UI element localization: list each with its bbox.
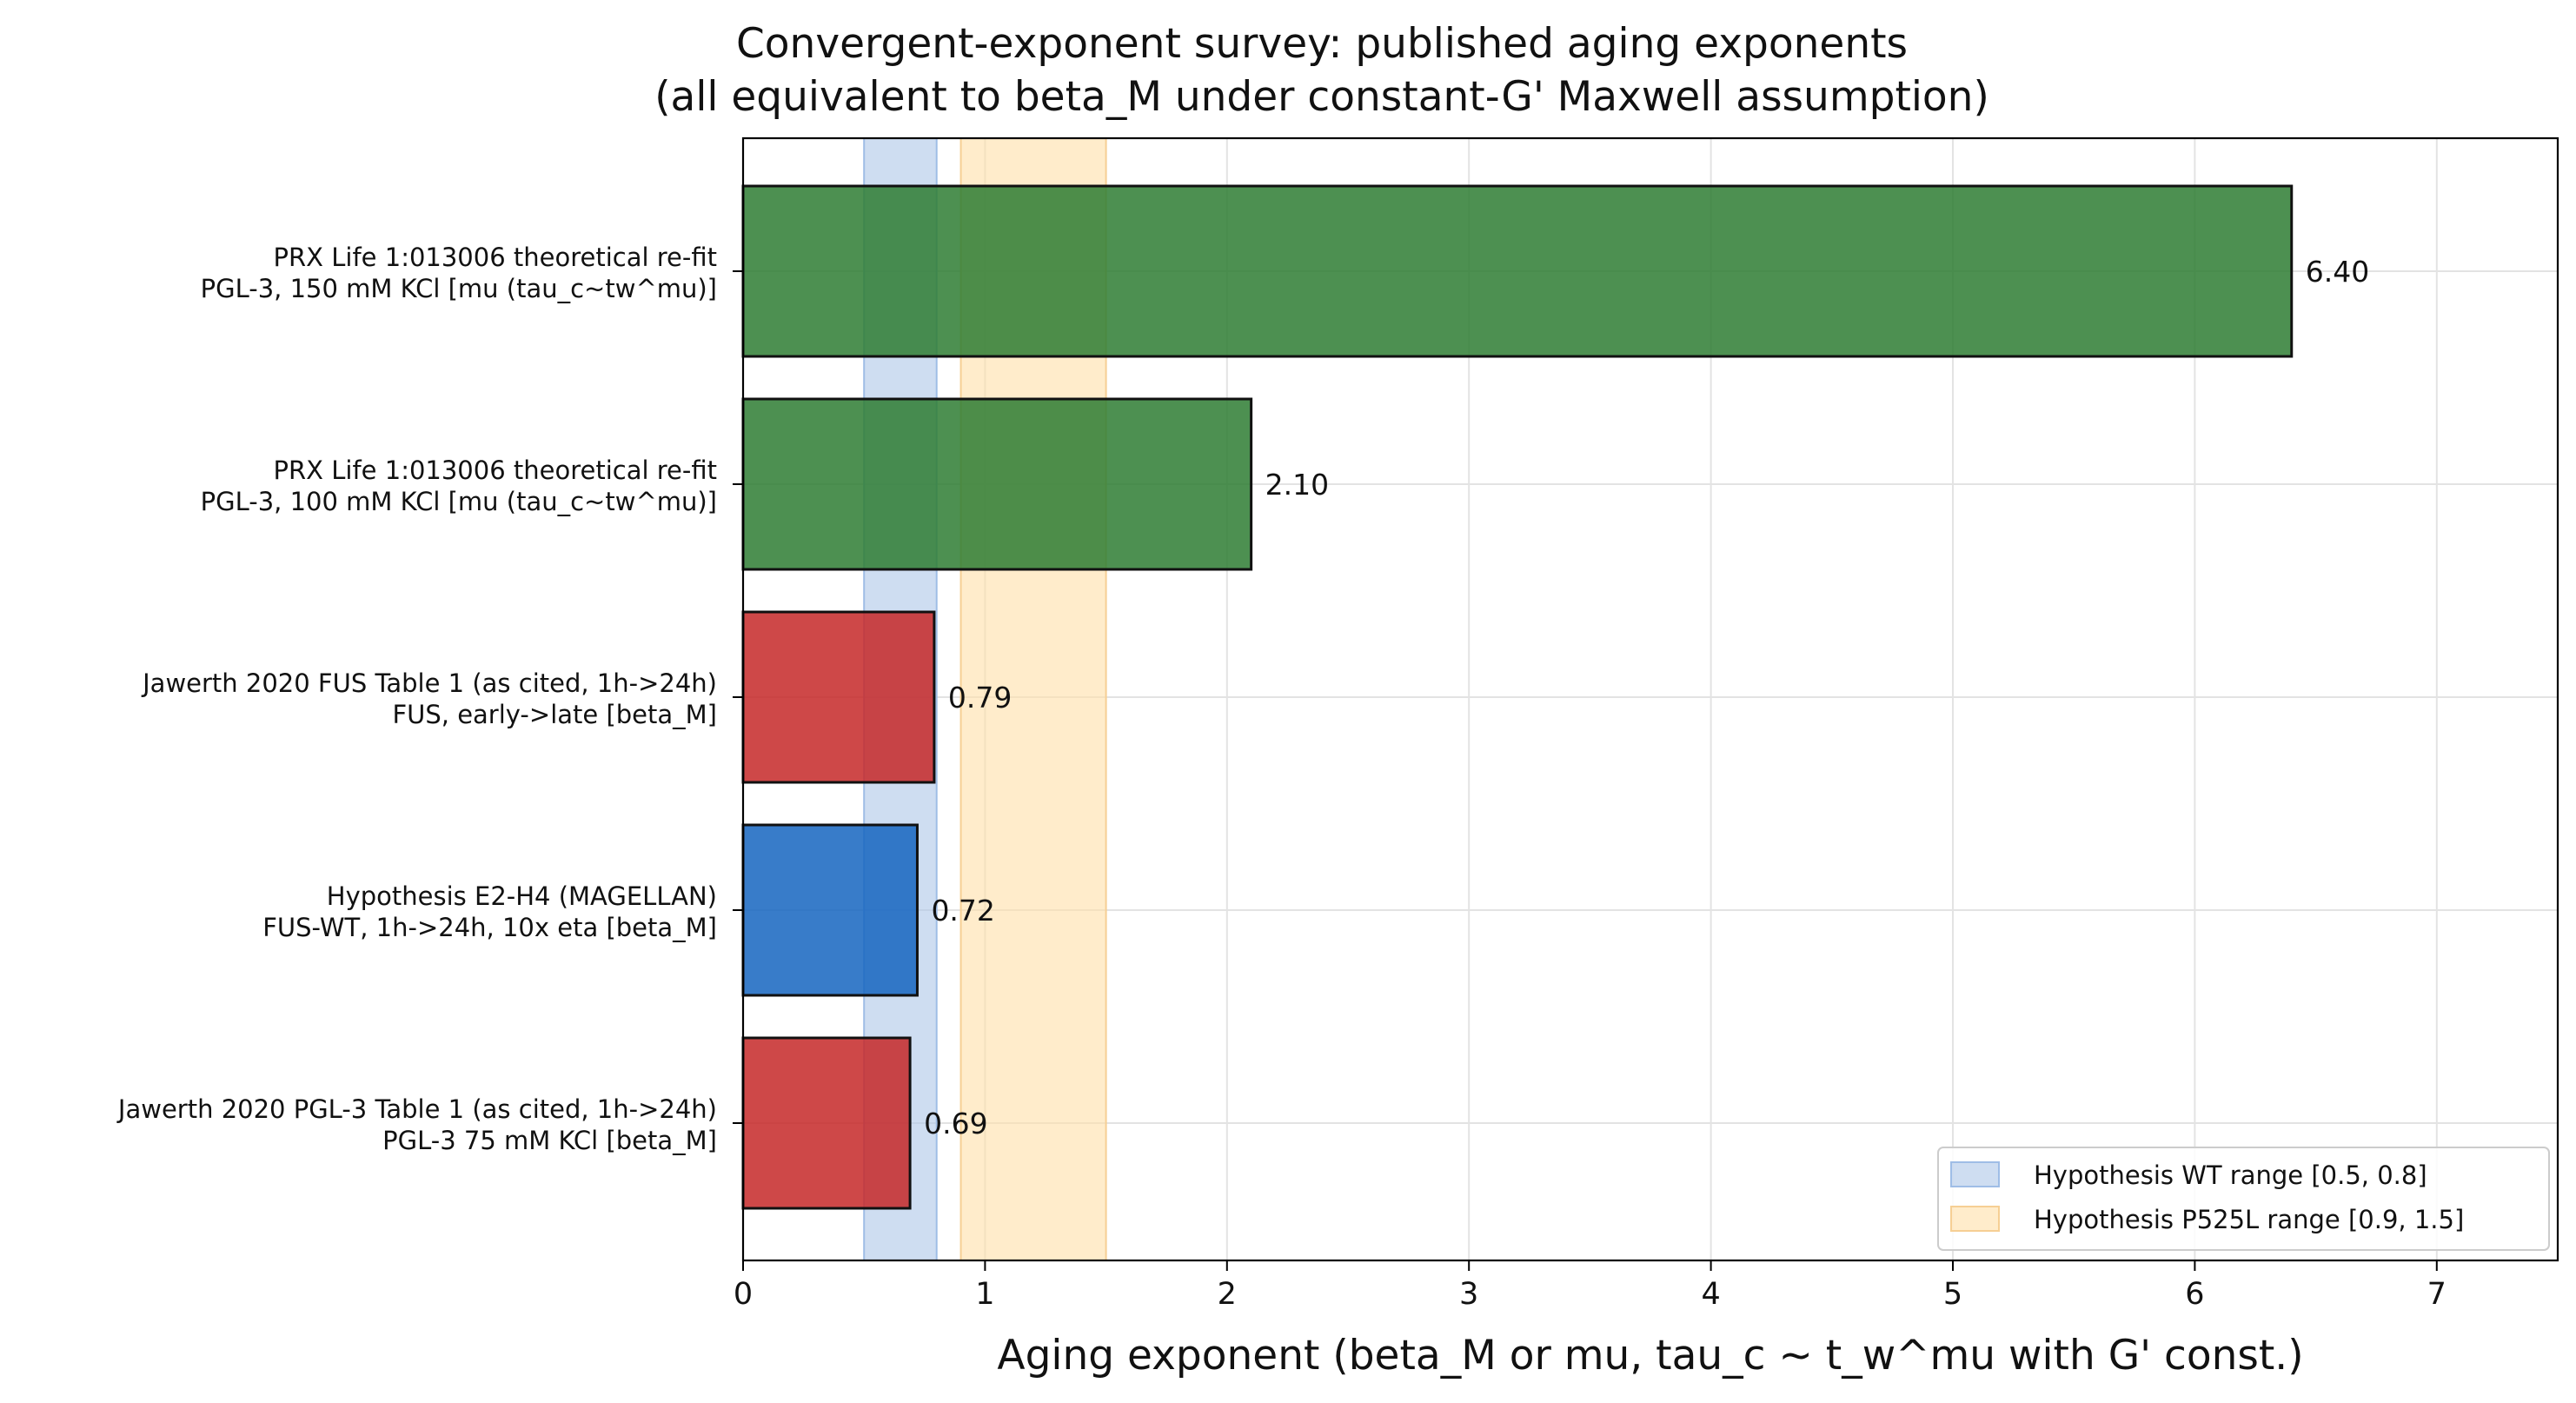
y-tick-label-line-2: FUS-WT, 1h->24h, 10x eta [beta_M] <box>262 913 717 942</box>
legend-frame <box>1937 1147 2550 1251</box>
y-tick-label-line-2: PGL-3, 150 mM KCl [mu (tau_c~tw^mu)] <box>201 274 717 303</box>
value-labels: 6.40 2.10 0.79 0.72 0.69 <box>924 255 2369 1140</box>
chart-title-line-1: Convergent-exponent survey: published ag… <box>736 20 1908 68</box>
legend-entry-p525l-range: Hypothesis P525L range [0.9, 1.5] <box>2034 1205 2464 1234</box>
legend-entry-wt-range: Hypothesis WT range [0.5, 0.8] <box>2034 1160 2427 1190</box>
chart-title-line-2: (all equivalent to beta_M under constant… <box>654 73 1989 121</box>
bar-value-label-0: 6.40 <box>2306 255 2369 289</box>
bar-0 <box>741 184 2294 358</box>
x-tick-label: 1 <box>975 1277 994 1312</box>
bar-value-label-2: 0.79 <box>948 681 1012 715</box>
x-tick-label: 2 <box>1218 1277 1237 1312</box>
legend: Hypothesis WT range [0.5, 0.8] Hypothesi… <box>1937 1147 2550 1251</box>
y-tick-label-line-1: Jawerth 2020 FUS Table 1 (as cited, 1h->… <box>141 668 717 698</box>
legend-swatch-p525l-range <box>1950 1206 2000 1232</box>
legend-swatch-wt-range <box>1950 1161 2000 1187</box>
bar-3 <box>741 823 919 997</box>
bar-1 <box>741 397 1253 571</box>
bar-4 <box>741 1036 912 1210</box>
x-tick-label: 5 <box>1943 1277 1962 1312</box>
bar-2 <box>741 610 936 784</box>
x-tick-label: 4 <box>1701 1277 1720 1312</box>
bars <box>741 184 2294 1210</box>
y-tick-label-line-1: PRX Life 1:013006 theoretical re-fit <box>274 243 717 272</box>
x-axis-ticks: 0 1 2 3 4 5 6 7 <box>734 1260 2447 1312</box>
y-tick-label-line-2: PGL-3 75 mM KCl [beta_M] <box>382 1126 717 1155</box>
bar-value-label-1: 2.10 <box>1265 468 1329 502</box>
bar-value-label-3: 0.72 <box>931 894 994 928</box>
plot-area-frame <box>741 136 2559 1262</box>
y-tick-label-line-2: PGL-3, 100 mM KCl [mu (tau_c~tw^mu)] <box>201 487 717 516</box>
bar-value-label-4: 0.69 <box>924 1107 987 1140</box>
x-tick-label: 6 <box>2185 1277 2204 1312</box>
y-axis-ticks: PRX Life 1:013006 theoretical re-fitPGL-… <box>116 243 743 1155</box>
x-axis-label: Aging exponent (beta_M or mu, tau_c ~ t_… <box>997 1332 2303 1380</box>
y-tick-label-line-1: Jawerth 2020 PGL-3 Table 1 (as cited, 1h… <box>116 1094 717 1124</box>
x-tick-label: 7 <box>2427 1277 2447 1312</box>
x-tick-label: 0 <box>734 1277 753 1312</box>
x-tick-label: 3 <box>1459 1277 1478 1312</box>
y-tick-label-line-1: Hypothesis E2-H4 (MAGELLAN) <box>327 881 717 911</box>
y-tick-label-line-2: FUS, early->late [beta_M] <box>392 700 717 729</box>
y-tick-label-line-1: PRX Life 1:013006 theoretical re-fit <box>274 455 717 485</box>
